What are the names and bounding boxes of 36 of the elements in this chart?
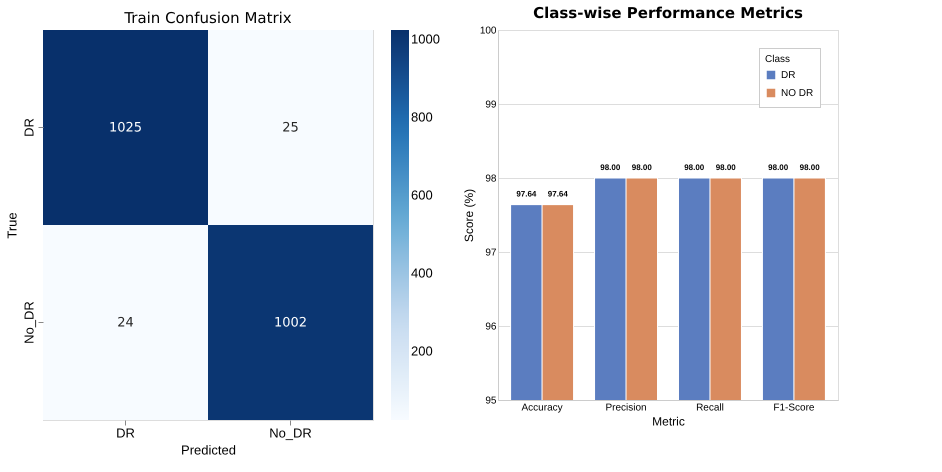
y-tick-label: 95 — [485, 396, 497, 406]
color-bar-label: 1000 — [411, 32, 440, 47]
color-bar-label: 400 — [411, 266, 433, 281]
data-label: 98.00 — [800, 163, 820, 172]
y-tick-label: 97 — [485, 248, 497, 258]
data-label: 98.00 — [684, 163, 705, 172]
legend-label: DR — [781, 70, 796, 81]
color-bar-label: 800 — [411, 110, 433, 125]
y-tick-label: 100 — [480, 26, 497, 36]
data-label: 98.00 — [768, 163, 789, 172]
data-label: 98.00 — [600, 163, 621, 172]
y-axis-title: True — [4, 212, 20, 239]
x-axis-title: Predicted — [181, 442, 236, 458]
x-tick-label: Recall — [696, 402, 724, 414]
data-label: 98.00 — [632, 163, 652, 172]
legend-label: NO DR — [781, 88, 814, 99]
data-label: 97.64 — [548, 190, 568, 199]
x-axis-title: Metric — [652, 414, 685, 428]
x-tick-label: Accuracy — [522, 402, 563, 414]
data-label: 97.64 — [516, 190, 537, 199]
data-label: 1025 — [108, 120, 142, 136]
y-axis-title: Score (%) — [462, 188, 476, 242]
data-label: 24 — [117, 316, 134, 330]
color-bar-label: 600 — [411, 188, 433, 203]
y-tick-label: 99 — [485, 100, 497, 110]
data-label: 1002 — [274, 316, 308, 330]
y-tick-label: 96 — [485, 322, 497, 332]
x-tick-label: Precision — [605, 402, 647, 414]
chart-title: Train Confusion Matrix — [123, 9, 292, 27]
y-tick-label: 98 — [485, 174, 497, 184]
data-label: 25 — [282, 120, 299, 136]
data-label: 98.00 — [716, 163, 736, 172]
x-tick-label: F1-Score — [773, 402, 815, 414]
chart-title: Class-wise Performance Metrics — [533, 4, 803, 22]
color-bar-label: 200 — [411, 343, 433, 358]
legend-title: Class — [765, 54, 790, 65]
